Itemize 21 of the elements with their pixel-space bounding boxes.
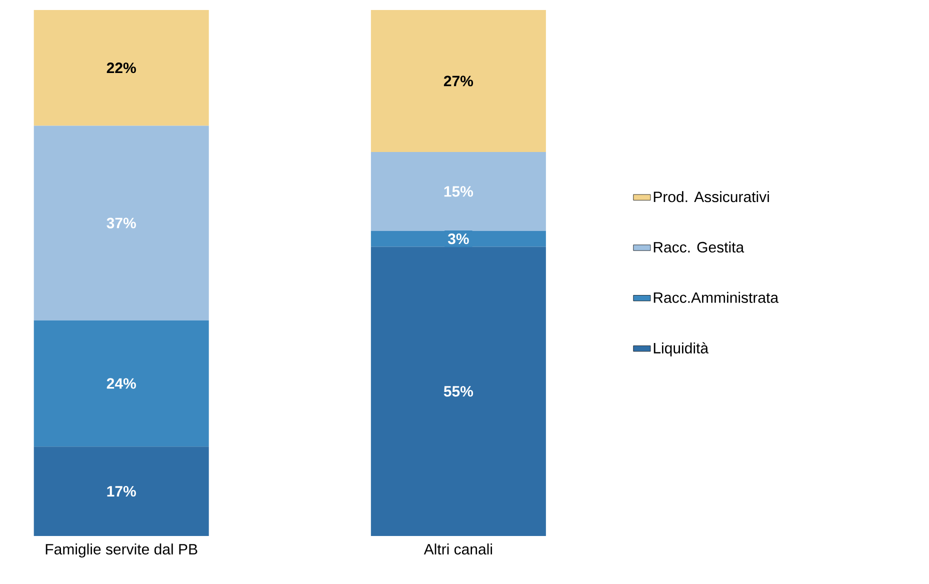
legend-label: Racc.Amministrata bbox=[654, 292, 779, 303]
bar bbox=[370, 152, 546, 231]
bar bbox=[370, 246, 546, 536]
x-tick-label: Famiglie servite dal PB bbox=[46, 544, 198, 558]
bar bbox=[34, 10, 209, 126]
bar bbox=[370, 10, 546, 152]
x-tick-label: Altri canali bbox=[424, 544, 492, 555]
bar bbox=[34, 320, 209, 447]
data-label: 3% bbox=[448, 233, 469, 244]
legend-label: Prod. Assicurativi bbox=[654, 191, 769, 202]
data-label: 17% bbox=[107, 486, 136, 497]
data-label: 37% bbox=[106, 218, 136, 228]
data-label: 24% bbox=[106, 378, 136, 389]
data-label: 55% bbox=[444, 386, 474, 397]
legend-label: Liquidità bbox=[654, 342, 709, 356]
data-label: 27% bbox=[444, 76, 474, 86]
data-label: 22% bbox=[106, 62, 136, 74]
bar bbox=[34, 126, 209, 320]
legend-label: Racc. Gestita bbox=[654, 242, 744, 253]
data-label: 15% bbox=[444, 186, 474, 197]
bar bbox=[34, 446, 209, 536]
